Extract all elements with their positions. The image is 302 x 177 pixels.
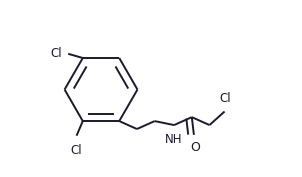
Text: O: O <box>190 141 200 154</box>
Text: Cl: Cl <box>71 144 82 157</box>
Text: Cl: Cl <box>220 92 231 105</box>
Text: Cl: Cl <box>50 47 62 60</box>
Text: NH: NH <box>165 133 183 146</box>
